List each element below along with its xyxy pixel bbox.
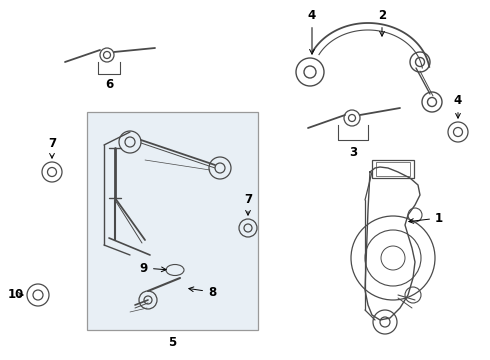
Text: 3: 3 [349, 145, 357, 158]
Text: 2: 2 [378, 9, 386, 36]
Text: 4: 4 [454, 94, 462, 118]
Bar [376, 162, 410, 176]
Text: 7: 7 [48, 137, 56, 158]
Text: 5: 5 [168, 336, 176, 348]
Text: 4: 4 [308, 9, 316, 54]
Bar [372, 160, 414, 178]
Bar [87, 112, 258, 330]
Text: 8: 8 [189, 285, 216, 298]
Text: 6: 6 [105, 77, 113, 90]
Text: 9: 9 [140, 261, 166, 274]
Text: 7: 7 [244, 193, 252, 215]
Text: 1: 1 [409, 212, 443, 225]
Text: 10: 10 [8, 288, 24, 302]
